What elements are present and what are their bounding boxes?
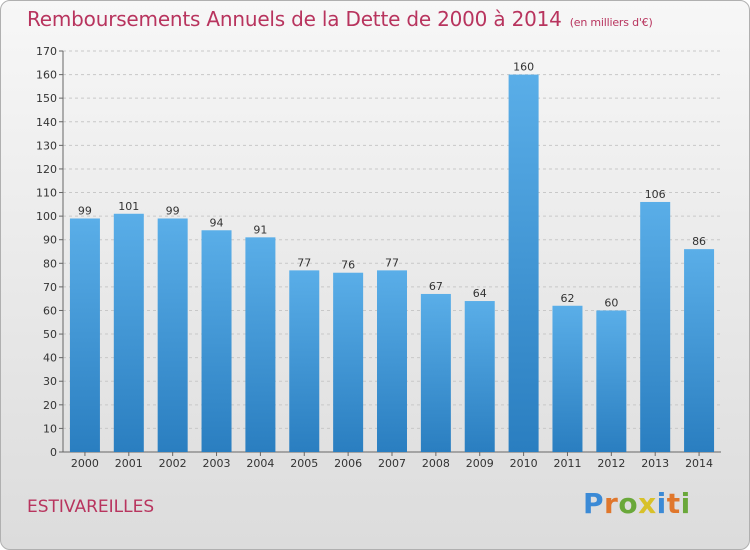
data-label: 77 — [385, 256, 399, 269]
x-tick-label: 2002 — [159, 457, 187, 470]
y-tick-label: 10 — [43, 422, 57, 435]
data-label: 60 — [604, 296, 618, 309]
x-tick-label: 2014 — [685, 457, 713, 470]
bar — [464, 301, 495, 452]
y-tick-label: 110 — [36, 187, 57, 200]
bar — [684, 249, 715, 452]
data-label: 106 — [645, 188, 666, 201]
data-label: 99 — [78, 204, 92, 217]
bar — [69, 218, 100, 452]
data-label: 91 — [253, 223, 267, 236]
y-tick-label: 120 — [36, 163, 57, 176]
x-tick-label: 2013 — [641, 457, 669, 470]
commune-name: ESTIVAREILLES — [27, 497, 155, 517]
y-tick-label: 150 — [36, 92, 57, 105]
data-label: 94 — [210, 216, 224, 229]
data-label: 62 — [560, 292, 574, 305]
y-tick-label: 80 — [43, 257, 57, 270]
bar — [289, 270, 320, 452]
bar — [420, 293, 451, 452]
y-tick-label: 50 — [43, 328, 57, 341]
bar — [245, 237, 276, 452]
x-tick-label: 2004 — [246, 457, 274, 470]
bar — [640, 201, 671, 452]
bar — [508, 74, 539, 453]
x-tick-label: 2009 — [466, 457, 494, 470]
x-tick-label: 2000 — [71, 457, 99, 470]
x-tick-label: 2006 — [334, 457, 362, 470]
bar — [201, 230, 232, 452]
bar — [377, 270, 407, 452]
x-tick-label: 2012 — [597, 457, 625, 470]
chart-title: Remboursements Annuels de la Dette de 20… — [27, 7, 653, 31]
y-tick-label: 140 — [36, 116, 57, 129]
x-tick-label: 2008 — [422, 457, 450, 470]
x-tick-label: 2007 — [378, 457, 406, 470]
chart-title-text: Remboursements Annuels de la Dette de 20… — [27, 7, 562, 31]
y-tick-label: 70 — [43, 281, 57, 294]
chart-unit: (en milliers d'€) — [569, 16, 653, 29]
x-tick-label: 2005 — [290, 457, 318, 470]
bar — [596, 310, 627, 452]
proxiti-logo[interactable]: Proxiti — [583, 487, 691, 520]
bar — [333, 272, 364, 452]
x-tick-label: 2001 — [115, 457, 143, 470]
x-tick-label: 2003 — [203, 457, 231, 470]
y-tick-label: 40 — [43, 352, 57, 365]
y-tick-label: 160 — [36, 69, 57, 82]
data-label: 101 — [118, 200, 139, 213]
x-tick-label: 2011 — [553, 457, 581, 470]
bar-layer — [69, 74, 715, 453]
bar — [113, 213, 144, 452]
y-tick-label: 0 — [50, 446, 57, 459]
y-tick-label: 60 — [43, 304, 57, 317]
data-label: 67 — [429, 280, 443, 293]
bar — [552, 305, 583, 452]
data-label: 99 — [166, 204, 180, 217]
y-tick-label: 30 — [43, 375, 57, 388]
y-tick-label: 130 — [36, 139, 57, 152]
data-label: 160 — [513, 61, 534, 74]
y-tick-label: 90 — [43, 234, 57, 247]
y-tick-label: 100 — [36, 210, 57, 223]
data-label: 64 — [473, 287, 487, 300]
data-label: 76 — [341, 259, 355, 272]
y-tick-label: 170 — [36, 45, 57, 58]
data-label: 77 — [297, 256, 311, 269]
data-label: 86 — [692, 235, 706, 248]
label-layer: 99 101 99 94 91 77 76 77 67 64 160 62 60 106 86 — [78, 61, 706, 310]
bar — [157, 218, 188, 452]
y-tick-label: 20 — [43, 399, 57, 412]
x-tick-label: 2010 — [510, 457, 538, 470]
